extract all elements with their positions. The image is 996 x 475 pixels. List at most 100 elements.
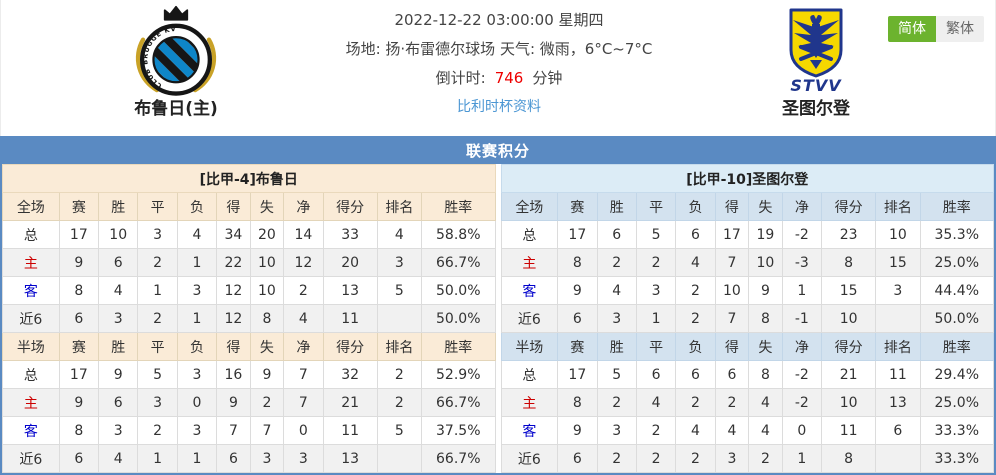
- column-header: 失: [748, 192, 783, 221]
- stat-cell: 9: [58, 388, 100, 417]
- stat-cell: [376, 304, 423, 333]
- stat-cell: 25.0%: [919, 388, 995, 417]
- team-table-title: [比甲-4]布鲁日: [2, 164, 496, 193]
- stat-cell: -2: [781, 360, 823, 389]
- stats-row-last6: 近6 6 4 1 1 6 3 3 13 66.7%: [2, 444, 496, 473]
- row-label: 近6: [2, 304, 60, 333]
- stat-cell: 33.3%: [919, 416, 995, 445]
- column-header: 得: [714, 332, 750, 361]
- stat-cell: 15: [821, 276, 877, 305]
- row-label: 主: [500, 248, 559, 277]
- stvv-wordmark: STVV: [790, 76, 842, 95]
- column-header: 负: [675, 332, 716, 361]
- stat-cell: 2: [635, 248, 677, 277]
- stat-cell: 21: [322, 388, 378, 417]
- column-header: 得: [216, 192, 251, 221]
- stat-cell: 0: [781, 416, 823, 445]
- stat-cell: 13: [875, 388, 921, 417]
- stat-cell: 2: [635, 444, 677, 473]
- row-label: 总: [500, 220, 559, 249]
- section-title: 联赛积分: [2, 138, 994, 164]
- stat-cell: 10: [249, 276, 285, 305]
- stat-cell: 3: [137, 220, 178, 249]
- column-header: 胜: [98, 192, 139, 221]
- stat-cell: 6: [216, 444, 251, 473]
- stat-cell: 7: [249, 416, 285, 445]
- stat-cell: 11: [821, 416, 877, 445]
- stat-cell: 7: [714, 304, 750, 333]
- stat-cell: 1: [781, 276, 823, 305]
- stats-row-total: 总 17 5 6 6 6 8 -2 21 11 29.4%: [500, 360, 995, 389]
- stat-cell: 2: [714, 388, 750, 417]
- stats-row-total: 总 17 9 5 3 16 9 7 32 2 52.9%: [2, 360, 496, 389]
- column-header: 得分: [322, 192, 378, 221]
- stat-cell: 12: [216, 276, 251, 305]
- column-header: 胜率: [421, 332, 496, 361]
- column-header: 赛: [58, 332, 100, 361]
- stat-cell: 1: [176, 304, 218, 333]
- stat-cell: 2: [596, 444, 637, 473]
- stat-cell: 11: [322, 304, 378, 333]
- stat-cell: 66.7%: [421, 248, 496, 277]
- stat-cell: 8: [821, 248, 877, 277]
- stat-cell: 4: [283, 304, 324, 333]
- stat-cell: 4: [376, 220, 423, 249]
- stat-cell: -2: [781, 388, 823, 417]
- row-label: 客: [500, 416, 559, 445]
- stat-cell: -3: [781, 248, 823, 277]
- stat-cell: 4: [596, 276, 637, 305]
- stat-cell: 10: [875, 220, 921, 249]
- home-team-name: 布鲁日(主): [134, 99, 218, 119]
- simplified-chinese-button[interactable]: 简体: [888, 16, 936, 42]
- stat-cell: 9: [557, 276, 598, 305]
- column-header: 全场: [500, 192, 559, 221]
- match-datetime: 2022-12-22 03:00:00 星期四: [394, 11, 604, 29]
- column-header: 胜率: [919, 192, 995, 221]
- row-label: 总: [2, 220, 60, 249]
- column-header: 胜率: [919, 332, 995, 361]
- club-brugge-logo: CLUB BRUGGE KV: [91, 5, 261, 97]
- stat-cell: 9: [58, 248, 100, 277]
- standings-table: [比甲-4]布鲁日 全场赛胜平负得失净得分 排名 胜率总 17 10 3 4 34 20 14 33 4…: [2, 164, 496, 473]
- stat-cell: 1: [176, 444, 218, 473]
- stat-cell: 1: [176, 248, 218, 277]
- stat-cell: 8: [557, 388, 598, 417]
- stat-cell: 6: [875, 416, 921, 445]
- venue-weather: 场地: 扬·布雷德尔球场 天气: 微雨，6°C~7°C: [345, 40, 653, 58]
- stat-cell: 8: [821, 444, 877, 473]
- stat-cell: 5: [137, 360, 178, 389]
- stat-cell: 9: [216, 388, 251, 417]
- row-label: 主: [2, 388, 60, 417]
- stat-cell: 9: [98, 360, 139, 389]
- stat-cell: 10: [821, 304, 877, 333]
- stat-cell: 7: [283, 360, 324, 389]
- column-header: 平: [635, 332, 677, 361]
- stat-cell: 20: [322, 248, 378, 277]
- stat-cell: 2: [249, 388, 285, 417]
- stat-cell: 4: [748, 416, 783, 445]
- stat-cell: 33: [322, 220, 378, 249]
- stat-cell: 13: [322, 276, 378, 305]
- stat-cell: 52.9%: [421, 360, 496, 389]
- stat-cell: 2: [283, 276, 324, 305]
- stat-cell: 35.3%: [919, 220, 995, 249]
- column-header: 净: [283, 192, 324, 221]
- club-brugge-logo-svg: CLUB BRUGGE KV: [135, 5, 217, 96]
- column-header: 得: [216, 332, 251, 361]
- stat-cell: 22: [216, 248, 251, 277]
- stat-cell: 50.0%: [421, 304, 496, 333]
- stat-cell: 17: [58, 220, 100, 249]
- stat-cell: 66.7%: [421, 444, 496, 473]
- stat-cell: 8: [557, 248, 598, 277]
- stat-cell: 5: [596, 360, 637, 389]
- stat-cell: 6: [58, 304, 100, 333]
- column-header: 胜: [98, 332, 139, 361]
- stat-cell: -2: [781, 220, 823, 249]
- column-header: 平: [137, 192, 178, 221]
- traditional-chinese-button[interactable]: 繁体: [936, 16, 984, 42]
- stat-cell: 11: [322, 416, 378, 445]
- stats-row-away: 客 8 3 2 3 7 7 0 11 5 37.5%: [2, 416, 496, 445]
- column-header: 赛: [58, 192, 100, 221]
- belgian-cup-link[interactable]: 比利时杯资料: [457, 99, 541, 115]
- stat-cell: 1: [781, 444, 823, 473]
